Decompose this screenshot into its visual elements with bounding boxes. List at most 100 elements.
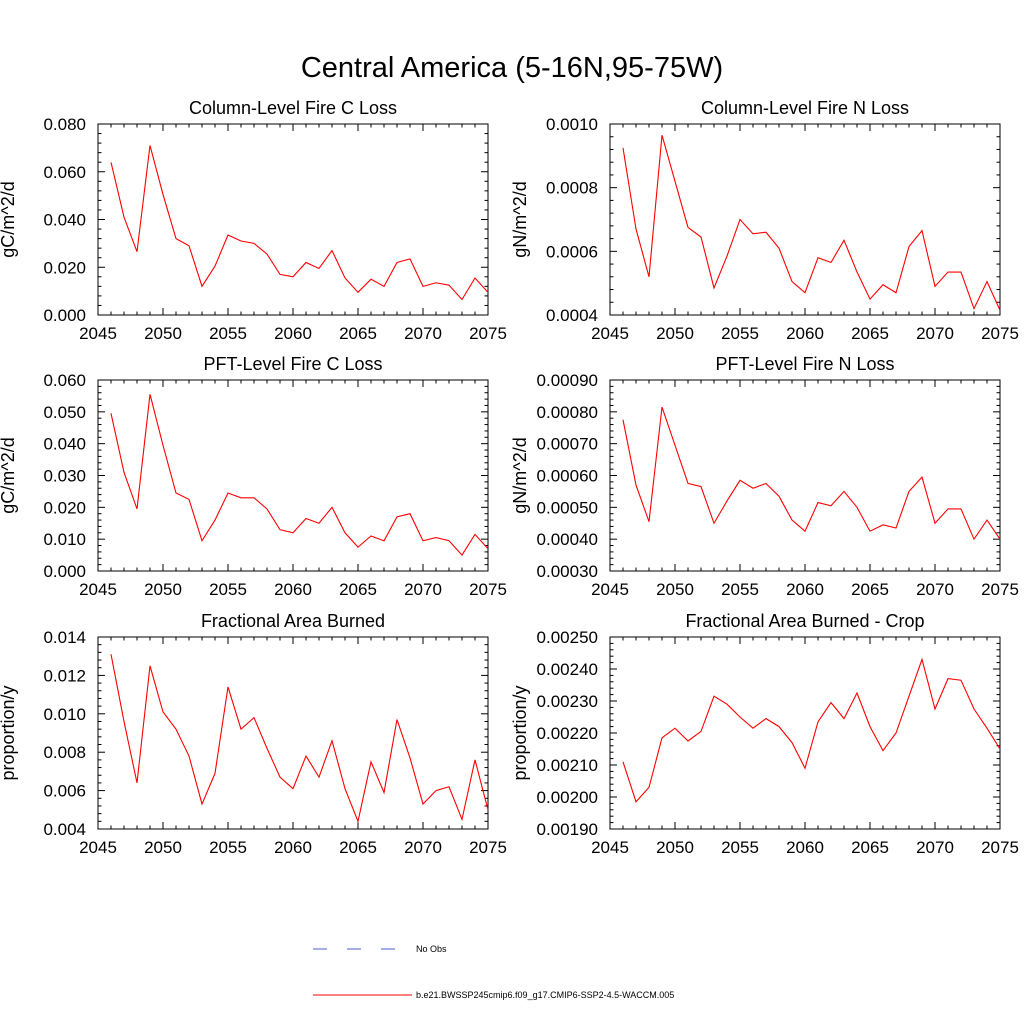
x-tick-label: 2070 bbox=[916, 324, 954, 343]
x-tick-label: 2055 bbox=[721, 324, 759, 343]
x-tick-label: 2070 bbox=[404, 580, 442, 599]
y-tick-label: 0.030 bbox=[43, 467, 86, 486]
y-tick-label: 0.00080 bbox=[537, 403, 598, 422]
y-tick-label: 0.006 bbox=[43, 782, 86, 801]
y-tick-label: 0.080 bbox=[43, 115, 86, 134]
panels: Column-Level Fire C Loss gC/m^2/d 2045 2050… bbox=[0, 98, 1019, 857]
x-tick-label: 2045 bbox=[591, 324, 629, 343]
panel-4: PFT-Level Fire N Loss gN/m^2/d 2045 2050 205… bbox=[510, 354, 1019, 599]
panel-6: Fractional Area Burned - Crop proportion/… bbox=[510, 611, 1019, 857]
x-tick-label: 2055 bbox=[209, 324, 247, 343]
legend: No Obs b.e21.BWSSP245cmip6.f09_g17.CMIP6… bbox=[313, 944, 674, 1000]
y-tick-label: 0.0008 bbox=[546, 179, 598, 198]
x-tick-label: 2075 bbox=[469, 324, 507, 343]
y-tick-label: 0.060 bbox=[43, 163, 86, 182]
x-tick-label: 2060 bbox=[274, 324, 312, 343]
series-line bbox=[110, 394, 489, 556]
x-tick-label: 2050 bbox=[656, 838, 694, 857]
y-tick-label: 0.012 bbox=[43, 666, 86, 685]
x-tick-label: 2075 bbox=[469, 580, 507, 599]
x-tick-label: 2045 bbox=[79, 324, 117, 343]
plot-frame bbox=[97, 123, 489, 316]
y-tick-label: 0.014 bbox=[43, 628, 86, 647]
x-tick-label: 2065 bbox=[339, 324, 377, 343]
y-tick-label: 0.00250 bbox=[537, 628, 598, 647]
y-tick-label: 0.00040 bbox=[537, 530, 598, 549]
x-tick-label: 2050 bbox=[656, 580, 694, 599]
panel-5: Fractional Area Burned proportion/y 2045 20… bbox=[0, 611, 507, 857]
x-tick-label: 2065 bbox=[851, 838, 889, 857]
y-axis-title: proportion/y bbox=[510, 685, 530, 780]
x-tick-label: 2045 bbox=[591, 580, 629, 599]
x-tick-label: 2070 bbox=[404, 324, 442, 343]
y-axis-title: gC/m^2/d bbox=[0, 181, 18, 257]
plot-frame bbox=[97, 636, 489, 830]
y-tick-label: 0.00090 bbox=[537, 371, 598, 390]
x-tick-label: 2055 bbox=[721, 580, 759, 599]
series-line bbox=[622, 657, 1001, 803]
y-tick-label: 0.000 bbox=[43, 562, 86, 581]
y-tick-label: 0.00070 bbox=[537, 435, 598, 454]
x-tick-label: 2060 bbox=[274, 580, 312, 599]
y-tick-label: 0.040 bbox=[43, 435, 86, 454]
y-tick-label: 0.010 bbox=[43, 530, 86, 549]
y-tick-label: 0.0006 bbox=[546, 242, 598, 261]
panel-1: Column-Level Fire C Loss gC/m^2/d 2045 2050… bbox=[0, 98, 507, 343]
x-tick-label: 2075 bbox=[981, 324, 1019, 343]
plot-frame bbox=[609, 123, 1001, 316]
y-tick-label: 0.008 bbox=[43, 743, 86, 762]
x-tick-label: 2065 bbox=[339, 580, 377, 599]
legend-series-label: b.e21.BWSSP245cmip6.f09_g17.CMIP6-SSP2-4… bbox=[416, 990, 674, 1000]
x-tick-label: 2075 bbox=[469, 838, 507, 857]
x-tick-label: 2055 bbox=[209, 838, 247, 857]
x-tick-label: 2060 bbox=[786, 324, 824, 343]
panel-title: Column-Level Fire C Loss bbox=[189, 98, 397, 118]
y-tick-label: 0.00230 bbox=[537, 692, 598, 711]
legend-obs-label: No Obs bbox=[416, 944, 447, 954]
panel-2: Column-Level Fire N Loss gN/m^2/d 2045 2050… bbox=[510, 98, 1019, 343]
y-tick-label: 0.020 bbox=[43, 498, 86, 517]
y-axis-title: gC/m^2/d bbox=[0, 437, 18, 513]
y-tick-label: 0.00190 bbox=[537, 820, 598, 839]
panel-title: Column-Level Fire N Loss bbox=[701, 98, 909, 118]
x-tick-label: 2055 bbox=[721, 838, 759, 857]
x-tick-label: 2060 bbox=[786, 838, 824, 857]
series-line bbox=[622, 406, 1001, 541]
y-tick-label: 0.00210 bbox=[537, 756, 598, 775]
y-tick-label: 0.00060 bbox=[537, 467, 598, 486]
series-line bbox=[110, 654, 489, 824]
y-tick-label: 0.0004 bbox=[546, 306, 598, 325]
y-tick-label: 0.000 bbox=[43, 306, 86, 325]
y-axis-title: gN/m^2/d bbox=[510, 437, 530, 513]
panel-title: Fractional Area Burned bbox=[201, 611, 385, 631]
y-tick-label: 0.040 bbox=[43, 211, 86, 230]
y-tick-label: 0.010 bbox=[43, 705, 86, 724]
y-tick-label: 0.00200 bbox=[537, 788, 598, 807]
y-tick-label: 0.00050 bbox=[537, 498, 598, 517]
x-tick-label: 2050 bbox=[656, 324, 694, 343]
y-tick-label: 0.050 bbox=[43, 403, 86, 422]
x-tick-label: 2075 bbox=[981, 580, 1019, 599]
x-tick-label: 2050 bbox=[144, 580, 182, 599]
panel-title: PFT-Level Fire C Loss bbox=[203, 354, 382, 374]
x-tick-label: 2045 bbox=[79, 580, 117, 599]
x-tick-label: 2070 bbox=[916, 838, 954, 857]
x-tick-label: 2065 bbox=[851, 580, 889, 599]
plot-frame bbox=[609, 379, 1001, 572]
x-tick-label: 2065 bbox=[339, 838, 377, 857]
x-tick-label: 2060 bbox=[786, 580, 824, 599]
x-tick-label: 2065 bbox=[851, 324, 889, 343]
y-axis-title: gN/m^2/d bbox=[510, 181, 530, 257]
y-tick-label: 0.00240 bbox=[537, 660, 598, 679]
x-tick-label: 2045 bbox=[591, 838, 629, 857]
panel-title: Fractional Area Burned - Crop bbox=[685, 611, 924, 631]
panel-title: PFT-Level Fire N Loss bbox=[715, 354, 894, 374]
x-tick-label: 2060 bbox=[274, 838, 312, 857]
plot-frame bbox=[97, 379, 489, 572]
series-line bbox=[622, 134, 1001, 311]
y-tick-label: 0.060 bbox=[43, 371, 86, 390]
page-title: Central America (5-16N,95-75W) bbox=[301, 52, 723, 84]
y-tick-label: 0.00030 bbox=[537, 562, 598, 581]
series-line bbox=[110, 145, 489, 301]
